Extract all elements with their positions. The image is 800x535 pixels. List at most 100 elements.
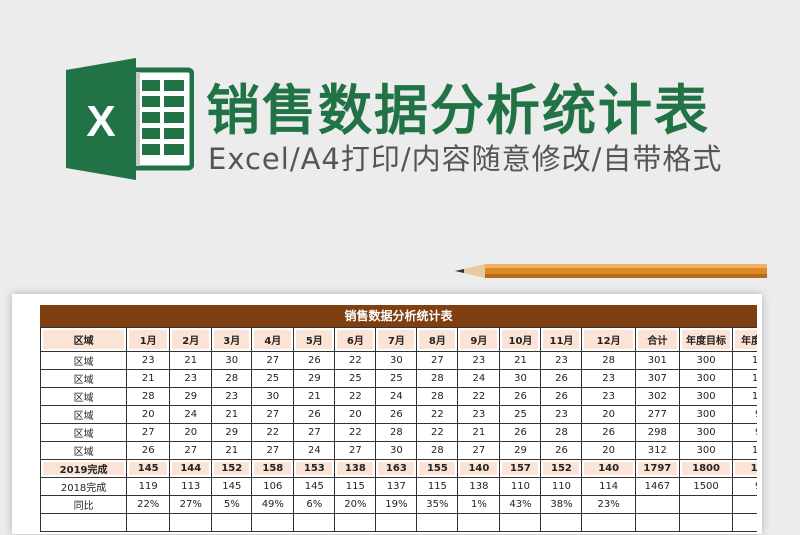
table-cell[interactable]: 43%	[499, 495, 542, 514]
table-cell[interactable]	[334, 513, 377, 532]
table-cell[interactable]: 30	[211, 351, 253, 370]
table-cell[interactable]: 28	[126, 387, 171, 406]
table-cell[interactable]: 152	[211, 459, 253, 478]
table-cell[interactable]: 8月	[416, 327, 459, 352]
table-cell[interactable]: 28	[211, 369, 253, 388]
table-cell[interactable]: 2月	[169, 327, 213, 352]
table-cell[interactable]: 300	[678, 423, 734, 442]
table-cell[interactable]: 29	[499, 441, 542, 460]
table-cell[interactable]: 114	[581, 477, 636, 496]
table-cell[interactable]: 49%	[251, 495, 295, 514]
table-cell[interactable]: 38%	[540, 495, 583, 514]
table-cell[interactable]: 区域	[40, 351, 128, 370]
table-cell[interactable]: 100%	[732, 351, 757, 370]
table-cell[interactable]: 102%	[732, 369, 757, 388]
table-cell[interactable]: 区域	[40, 423, 128, 442]
table-cell[interactable]: 4月	[251, 327, 295, 352]
table-cell[interactable]: 26	[293, 351, 336, 370]
table-cell[interactable]: 27	[334, 441, 377, 460]
table-cell[interactable]	[634, 495, 680, 514]
table-cell[interactable]: 21	[457, 423, 501, 442]
table-cell[interactable]: 145	[293, 477, 336, 496]
table-cell[interactable]: 28	[416, 387, 459, 406]
table-cell[interactable]: 25	[499, 405, 542, 424]
table-cell[interactable]: 113	[169, 477, 213, 496]
table-cell[interactable]: 20	[581, 441, 636, 460]
table-cell[interactable]: 140	[581, 459, 636, 478]
table-cell[interactable]: 300	[678, 369, 734, 388]
table-cell[interactable]: 300	[678, 441, 734, 460]
table-cell[interactable]: 22	[416, 423, 459, 442]
table-cell[interactable]: 20	[126, 405, 171, 424]
table-cell[interactable]: 20	[169, 423, 213, 442]
table-cell[interactable]: 27	[169, 441, 213, 460]
table-cell[interactable]: 11月	[540, 327, 583, 352]
table-cell[interactable]: 年度目标	[678, 327, 734, 352]
table-cell[interactable]: 301	[634, 351, 680, 370]
table-cell[interactable]: 21	[499, 351, 542, 370]
table-cell[interactable]: 27	[416, 351, 459, 370]
table-cell[interactable]: 23	[540, 405, 583, 424]
table-cell[interactable]: 157	[499, 459, 542, 478]
table-cell[interactable]	[211, 513, 253, 532]
table-cell[interactable]: 26	[581, 423, 636, 442]
table-cell[interactable]: 298	[634, 423, 680, 442]
table-cell[interactable]: 28	[416, 441, 459, 460]
table-cell[interactable]	[169, 513, 213, 532]
table-cell[interactable]: 2019完成	[40, 459, 128, 478]
table-cell[interactable]: 26	[540, 441, 583, 460]
table-cell[interactable]: 区域	[40, 405, 128, 424]
table-cell[interactable]: 145	[126, 459, 171, 478]
table-cell[interactable]: 98%	[732, 477, 757, 496]
table-cell[interactable]: 同比	[40, 495, 128, 514]
table-cell[interactable]: 23	[457, 405, 501, 424]
table-cell[interactable]: 26	[499, 387, 542, 406]
table-cell[interactable]: 28	[375, 423, 418, 442]
table-cell[interactable]: 22	[334, 423, 377, 442]
table-cell[interactable]: 22	[457, 387, 501, 406]
table-cell[interactable]: 30	[375, 441, 418, 460]
table-cell[interactable]: 23	[540, 351, 583, 370]
table-cell[interactable]: 21	[126, 369, 171, 388]
table-cell[interactable]	[416, 513, 459, 532]
table-cell[interactable]: 104%	[732, 441, 757, 460]
table-cell[interactable]: 23	[126, 351, 171, 370]
table-cell[interactable]: 21	[293, 387, 336, 406]
table-cell[interactable]: 110	[540, 477, 583, 496]
table-cell[interactable]: 144	[169, 459, 213, 478]
table-cell[interactable]: 26	[540, 387, 583, 406]
table-cell[interactable]: 106	[251, 477, 295, 496]
table-cell[interactable]: 27	[293, 423, 336, 442]
table-cell[interactable]: 29	[211, 423, 253, 442]
table-cell[interactable]	[499, 513, 542, 532]
table-cell[interactable]: 28	[416, 369, 459, 388]
table-cell[interactable]: 300	[678, 387, 734, 406]
table-cell[interactable]: 119	[126, 477, 171, 496]
table-cell[interactable]: 21	[211, 405, 253, 424]
table-cell[interactable]	[251, 513, 295, 532]
table-cell[interactable]: 307	[634, 369, 680, 388]
table-cell[interactable]: 145	[211, 477, 253, 496]
table-cell[interactable]: 29	[169, 387, 213, 406]
table-cell[interactable]	[293, 513, 336, 532]
table-cell[interactable]: 27	[251, 441, 295, 460]
table-cell[interactable]: 1月	[126, 327, 171, 352]
table-cell[interactable]: 101%	[732, 387, 757, 406]
table-cell[interactable]: 22	[416, 405, 459, 424]
table-cell[interactable]: 27	[126, 423, 171, 442]
table-cell[interactable]: 24	[169, 405, 213, 424]
table-cell[interactable]: 5%	[211, 495, 253, 514]
table-cell[interactable]: 28	[540, 423, 583, 442]
table-cell[interactable]: 25	[334, 369, 377, 388]
table-cell[interactable]: 24	[293, 441, 336, 460]
table-cell[interactable]: 20%	[334, 495, 377, 514]
table-cell[interactable]	[634, 513, 680, 532]
table-cell[interactable]: 300	[678, 405, 734, 424]
table-cell[interactable]: 23	[581, 387, 636, 406]
table-cell[interactable]	[126, 513, 171, 532]
table-cell[interactable]: 138	[334, 459, 377, 478]
table-cell[interactable]: 3月	[211, 327, 253, 352]
table-cell[interactable]: 20	[334, 405, 377, 424]
table-cell[interactable]: 28	[581, 351, 636, 370]
table-cell[interactable]: 20	[581, 405, 636, 424]
